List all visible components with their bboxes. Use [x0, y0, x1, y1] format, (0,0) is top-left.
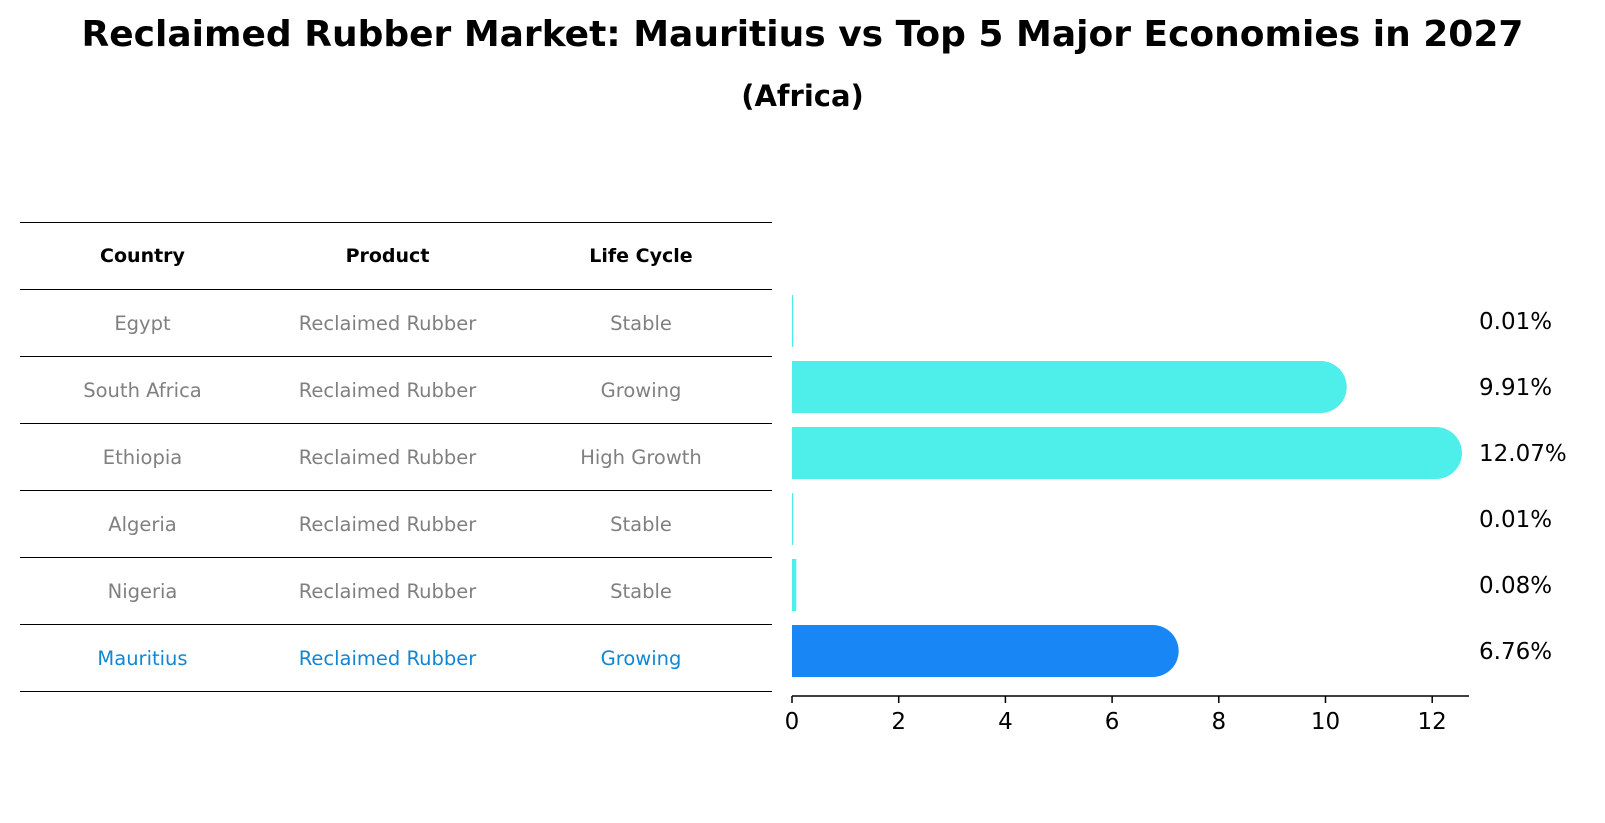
x-tick-label: 4 — [998, 709, 1013, 735]
table-row: Egypt Reclaimed Rubber Stable — [20, 289, 772, 357]
cell-country: South Africa — [20, 356, 265, 424]
table-row: South Africa Reclaimed Rubber Growing — [20, 356, 772, 424]
x-tick-label: 8 — [1211, 709, 1226, 735]
bar-egypt — [792, 295, 794, 347]
header-life-cycle: Life Cycle — [510, 222, 772, 290]
cell-life-cycle: Stable — [510, 557, 772, 625]
cell-product: Reclaimed Rubber — [265, 289, 510, 357]
chart-subtitle: (Africa) — [741, 79, 864, 113]
country-table: Country Product Life Cycle Egypt Reclaim… — [20, 222, 772, 692]
x-tick-label: 12 — [1418, 709, 1447, 735]
header-country: Country — [20, 222, 265, 290]
cell-life-cycle: Growing — [510, 356, 772, 424]
bar-nigeria — [792, 559, 797, 611]
cell-country: Nigeria — [20, 557, 265, 625]
table-row-highlighted: Mauritius Reclaimed Rubber Growing — [20, 624, 772, 692]
value-label: 0.01% — [1479, 309, 1552, 335]
cell-product: Reclaimed Rubber — [265, 557, 510, 625]
cell-life-cycle: Growing — [510, 624, 772, 692]
value-label: 6.76% — [1479, 639, 1552, 665]
x-tick-label: 0 — [785, 709, 800, 735]
cell-country: Algeria — [20, 490, 265, 558]
cell-country: Mauritius — [20, 624, 265, 692]
value-label: 0.08% — [1479, 573, 1552, 599]
cell-country: Egypt — [20, 289, 265, 357]
cell-product: Reclaimed Rubber — [265, 423, 510, 491]
cell-product: Reclaimed Rubber — [265, 356, 510, 424]
table-row: Algeria Reclaimed Rubber Stable — [20, 490, 772, 558]
value-label: 12.07% — [1479, 441, 1567, 467]
cell-life-cycle: Stable — [510, 490, 772, 558]
table-row: Nigeria Reclaimed Rubber Stable — [20, 557, 772, 625]
cell-product: Reclaimed Rubber — [265, 490, 510, 558]
bar-ethiopia — [792, 427, 1462, 479]
bar-mauritius — [792, 625, 1179, 677]
cell-country: Ethiopia — [20, 423, 265, 491]
x-tick-label: 6 — [1105, 709, 1120, 735]
cell-life-cycle: High Growth — [510, 423, 772, 491]
value-label: 9.91% — [1479, 375, 1552, 401]
table-header-row: Country Product Life Cycle — [20, 222, 772, 290]
bar-south-africa — [792, 361, 1347, 413]
header-product: Product — [265, 222, 510, 290]
cell-product: Reclaimed Rubber — [265, 624, 510, 692]
value-label: 0.01% — [1479, 507, 1552, 533]
cell-life-cycle: Stable — [510, 289, 772, 357]
bar-algeria — [792, 493, 794, 545]
x-tick-label: 10 — [1311, 709, 1340, 735]
table-row: Ethiopia Reclaimed Rubber High Growth — [20, 423, 772, 491]
x-tick-label: 2 — [891, 709, 906, 735]
chart-title: Reclaimed Rubber Market: Mauritius vs To… — [81, 14, 1524, 55]
